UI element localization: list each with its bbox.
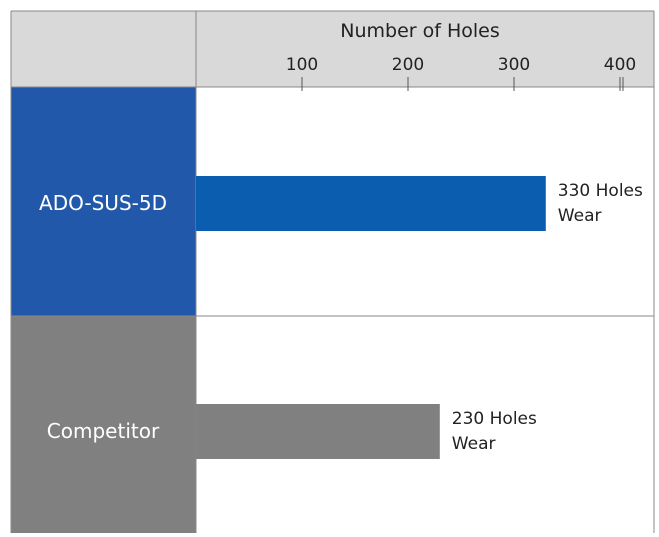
bar-ado-sus-5d — [196, 176, 546, 231]
category-panel-0 — [11, 87, 196, 316]
x-axis-ticks: 100 200 300 400 — [286, 55, 636, 91]
x-tick-label-300: 300 — [498, 55, 530, 75]
category-label-1: Competitor — [47, 419, 160, 443]
x-tick-label-400: 400 — [604, 55, 636, 75]
plot-area — [196, 87, 654, 533]
x-tick-label-200: 200 — [392, 55, 424, 75]
category-label-0: ADO-SUS-5D — [39, 191, 167, 215]
x-tick-label-100: 100 — [286, 55, 318, 75]
data-label-0-line-1: 330 Holes — [558, 181, 643, 201]
data-label-1-line-1: 230 Holes — [452, 409, 537, 429]
x-axis-title: Number of Holes — [340, 20, 500, 42]
header-band — [11, 11, 654, 87]
data-label-1-line-2: Wear — [452, 434, 496, 454]
data-label-0-line-2: Wear — [558, 206, 602, 226]
category-panel-1 — [11, 316, 196, 533]
bar-competitor — [196, 404, 440, 459]
